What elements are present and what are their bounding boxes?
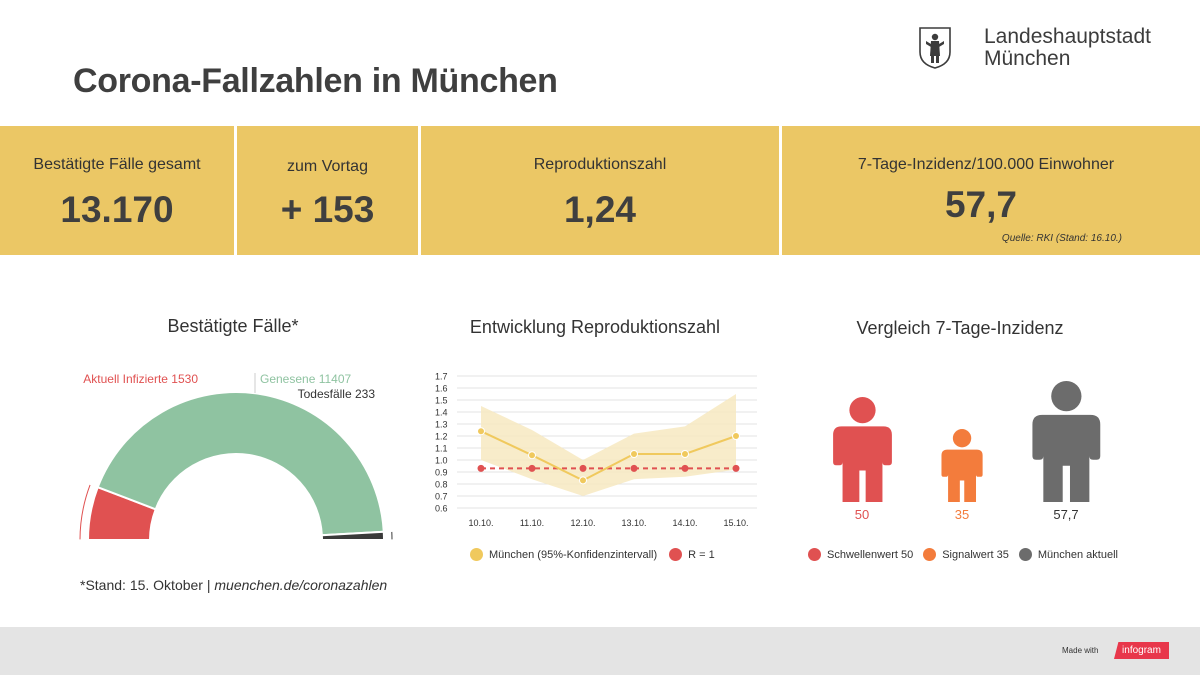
legend-item: München (95%-Konfidenzintervall): [470, 548, 657, 561]
y-tick-label: 0.8: [435, 480, 448, 490]
data-point: [477, 427, 485, 436]
repro-chart-title: Entwicklung Reproduktionszahl: [469, 317, 721, 337]
person-icon: [832, 397, 892, 502]
donut-label-2: Todesfälle 233: [298, 387, 376, 401]
figure-value-label: 35: [954, 507, 970, 522]
reference-point: [681, 464, 689, 472]
reference-point: [528, 464, 536, 472]
x-tick-label: 11.10.: [520, 518, 544, 528]
kpi-source-note: Quelle: RKI (Stand: 16.10.): [1001, 233, 1122, 244]
legend-dot: [1018, 548, 1032, 561]
infogram-badge[interactable]: infogram: [1114, 642, 1169, 659]
y-tick-label: 0.6: [435, 504, 448, 514]
x-tick-label: 14.10.: [672, 518, 697, 528]
data-point: [732, 432, 740, 440]
y-tick-label: 0.7: [435, 492, 448, 502]
legend-label: München aktuell: [1037, 548, 1118, 561]
footnote-text: *Stand: 15. Oktober |: [80, 577, 215, 593]
reproduction-line-chart: 1.7 1.6 1.5 1.4 1.3 1.2 1.1 1.0 0.9 0.8 0.7 0.6 10.1…: [435, 372, 757, 528]
person-figure: [831, 397, 894, 507]
kpi-seven-day-incidence: 7-Tage-Inzidenz/100.000 Einwohner 57,7 Q…: [782, 126, 1200, 255]
kpi-value: 1,24: [563, 189, 636, 230]
city-logo: Landeshauptstadt München: [918, 24, 1178, 74]
data-point: [528, 451, 536, 460]
reference-point: [579, 464, 587, 472]
y-tick-label: 1.2: [435, 432, 448, 442]
confidence-band: [481, 394, 736, 496]
donut-outer-arc-1: [90, 383, 393, 531]
legend-label: München (95%-Konfidenzintervall): [489, 548, 658, 561]
reference-point: [732, 464, 740, 472]
person-icon: [941, 428, 983, 502]
kpi-value: 57,7: [944, 184, 1017, 225]
x-tick-label: 13.10.: [621, 518, 646, 528]
figure-value-label: 50: [854, 507, 870, 522]
data-point: [681, 450, 689, 458]
kpi-reproduction-number: Reproduktionszahl 1,24: [421, 126, 779, 255]
legend-label: Signalwert 35: [942, 548, 1009, 561]
reference-point: [477, 464, 485, 472]
legend-dot: [923, 548, 937, 561]
reference-point: [630, 464, 638, 472]
footnote-link[interactable]: muenchen.de/coronazahlen: [214, 577, 388, 593]
made-with-text: Made with: [1062, 646, 1099, 655]
legend-item: Schwellenwert 50: [808, 548, 913, 561]
kpi-label: 7-Tage-Inzidenz/100.000 Einwohner: [857, 156, 1115, 173]
munich-coat-of-arms-icon: [919, 27, 951, 69]
x-tick-label: 15.10.: [723, 518, 748, 528]
y-tick-label: 1.5: [435, 396, 448, 406]
kpi-label: Bestätigte Fälle gesamt: [33, 156, 201, 173]
y-tick-label: 1.7: [435, 372, 448, 382]
kpi-label: Reproduktionszahl: [533, 156, 667, 173]
footnote: *Stand: 15. Oktober | muenchen.de/corona…: [80, 577, 387, 593]
incidence-legend: Schwellenwert 50 Signalwert 35 München akt…: [808, 548, 1128, 561]
page-title: Corona-Fallzahlen in München: [73, 62, 558, 100]
donut-label-0: Aktuell Infizierte 1530: [83, 372, 198, 386]
person-figure: [940, 428, 984, 508]
data-point: [579, 476, 587, 485]
line-chart-legend: München (95%-Konfidenzintervall) R = 1: [470, 548, 727, 561]
person-icon: [1032, 380, 1100, 502]
donut-slice-2: [320, 530, 386, 541]
series-line-muenchen: [480, 430, 737, 482]
footer-bar: Made with infogram: [0, 627, 1200, 675]
y-tick-label: 1.0: [435, 456, 448, 466]
kpi-total-cases: Bestätigte Fälle gesamt 13.170: [0, 126, 234, 255]
kpi-band: Bestätigte Fälle gesamt 13.170 zum Vorta…: [0, 126, 1200, 255]
y-tick-label: 1.6: [435, 384, 448, 394]
donut-label-1: Genesene 11407: [260, 372, 352, 386]
figure-value-label: 57,7: [1053, 507, 1079, 522]
logo-text-line1: Landeshauptstadt: [984, 25, 1151, 48]
kpi-daily-change: zum Vortag + 153: [237, 126, 418, 255]
legend-label: R = 1: [688, 548, 715, 561]
legend-item: München aktuell: [1018, 548, 1118, 561]
y-tick-label: 0.9: [435, 468, 448, 478]
legend-item: Signalwert 35: [923, 548, 1009, 561]
legend-label: Schwellenwert 50: [827, 548, 914, 561]
data-point: [630, 450, 638, 458]
gauge-title: Bestätigte Fälle*: [167, 316, 299, 336]
donut-slice-1: [96, 391, 385, 537]
x-tick-label: 12.10.: [570, 518, 595, 528]
half-donut-chart: Aktuell Infizierte 1530 Genesene 11407Tod…: [79, 372, 393, 541]
legend-dot: [470, 548, 483, 561]
legend-dot: [808, 548, 821, 561]
kpi-label: zum Vortag: [287, 158, 368, 175]
kpi-value: + 153: [280, 189, 375, 230]
donut-outer-arc-0: [79, 484, 91, 540]
x-tick-label: 10.10.: [468, 518, 493, 528]
logo-text-line2: München: [984, 47, 1071, 70]
person-figure: [1030, 380, 1103, 507]
legend-dot: [669, 548, 683, 561]
y-tick-label: 1.4: [435, 408, 448, 418]
kpi-value: 13.170: [60, 189, 174, 230]
incidence-chart-title: Vergleich 7-Tage-Inzidenz: [856, 318, 1064, 338]
y-tick-label: 1.1: [435, 444, 448, 454]
y-tick-label: 1.3: [435, 420, 448, 430]
legend-item: R = 1: [669, 548, 715, 561]
